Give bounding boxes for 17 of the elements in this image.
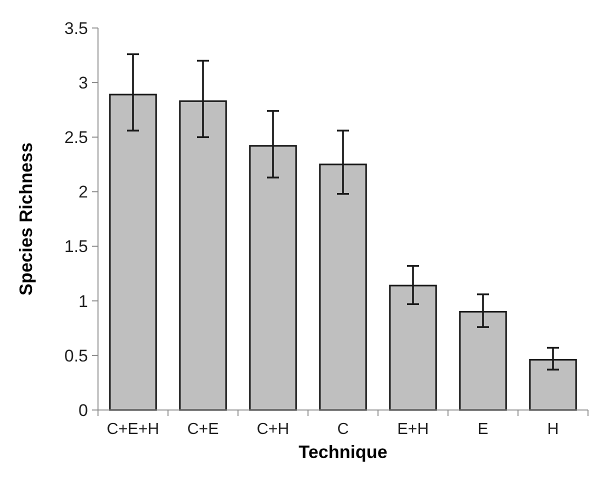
y-tick-label: 1.5 (64, 237, 88, 256)
x-tick-label: E+H (397, 421, 429, 438)
y-tick-label: 2.5 (64, 128, 88, 148)
y-tick-label: 0.5 (64, 346, 88, 366)
x-tick-label: C (337, 421, 349, 438)
x-tick-label: C+H (256, 421, 290, 438)
x-tick-label: H (547, 421, 559, 438)
y-axis-title: Species Richness (16, 142, 36, 296)
y-tick-label: 2 (78, 182, 88, 202)
x-tick-label: C+E (187, 421, 219, 438)
y-tick-label: 3 (78, 74, 88, 93)
y-tick-label: 1 (78, 292, 88, 311)
y-tick-label: 0 (78, 400, 88, 420)
x-tick-label: E (478, 421, 488, 438)
y-tick-label: 3.5 (64, 18, 88, 38)
x-tick-label: C+E+H (106, 421, 160, 438)
x-axis-title: Technique (298, 442, 388, 462)
